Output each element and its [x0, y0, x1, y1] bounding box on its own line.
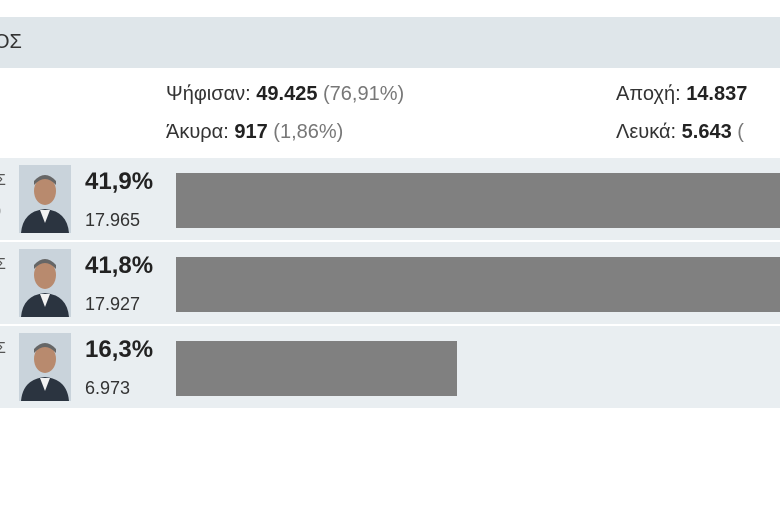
bar	[176, 257, 780, 312]
vote-count: 6.973	[85, 378, 131, 398]
side-text: Σ	[0, 340, 6, 357]
stat-percent: (	[737, 121, 744, 143]
bar	[176, 173, 780, 228]
percent-label: 16,3%	[85, 336, 154, 363]
stat-value: 14.837	[686, 83, 748, 105]
candidate-photo	[19, 333, 71, 401]
stat: Άκυρα: 917 (1,86%)	[166, 121, 343, 144]
stat: Ψήφισαν: 49.425 (76,91%)	[166, 83, 404, 106]
stat: Λευκά: 5.643 (	[616, 121, 744, 144]
candidate-row: Σ 16,3% 6.973	[0, 326, 780, 408]
side-text: Σ	[0, 256, 6, 273]
candidate-row: Σ 41,8% 17.927	[0, 242, 780, 324]
stat-label: Άκυρα:	[166, 121, 229, 143]
stat-label: Ψήφισαν:	[166, 83, 251, 105]
percent-label: 41,8%	[85, 252, 154, 279]
vote-count: 17.965	[85, 210, 141, 230]
percent-label: 41,9%	[85, 168, 154, 195]
vote-count: 17.927	[85, 294, 141, 314]
bar	[176, 341, 457, 396]
stat-label: Λευκά:	[616, 121, 677, 143]
stat-value: 49.425	[256, 83, 318, 105]
stat-percent: (1,86%)	[273, 121, 344, 143]
stat: Αποχή: 14.837	[616, 83, 747, 106]
candidate-photo	[19, 249, 71, 317]
candidate-row: Σ ) 41,9% 17.965	[0, 158, 780, 240]
stat-value: 5.643	[681, 121, 732, 143]
candidate-photo	[19, 165, 71, 233]
stat-label: Αποχή:	[616, 83, 681, 105]
header: ΟΣ	[0, 17, 780, 68]
header-title: ΟΣ	[0, 31, 22, 53]
stat-percent: (76,91%)	[323, 83, 405, 105]
side-text: Σ )	[0, 172, 6, 219]
stat-value: 917	[234, 121, 268, 143]
